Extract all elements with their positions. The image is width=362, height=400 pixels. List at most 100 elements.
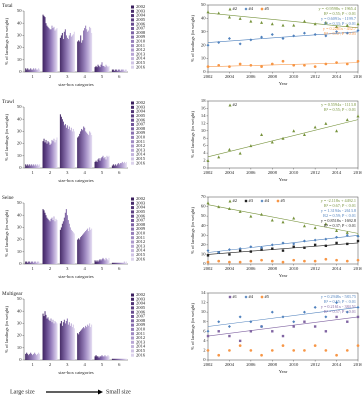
- point: [238, 339, 242, 343]
- y-tick-label: 0: [19, 261, 22, 266]
- bar: [89, 323, 91, 360]
- bar: [124, 69, 126, 72]
- x-tick-label: 2: [49, 362, 52, 367]
- bar: [116, 164, 118, 168]
- bar: [105, 257, 107, 264]
- point: [281, 241, 285, 245]
- bar: [35, 68, 37, 72]
- bar: [91, 135, 93, 168]
- point: [217, 205, 221, 209]
- bar: [39, 262, 41, 264]
- legend-swatch: [131, 61, 134, 65]
- point: [346, 242, 349, 246]
- bar: [49, 320, 51, 360]
- bar: [85, 231, 87, 264]
- bar: [42, 141, 44, 168]
- legend-swatch: [131, 240, 134, 244]
- point: [335, 353, 338, 357]
- bar: [27, 68, 29, 72]
- bar: [87, 133, 89, 168]
- point: [324, 62, 328, 66]
- bar: [61, 32, 63, 72]
- x-tick-label: 2012: [311, 74, 321, 79]
- bar: [106, 259, 108, 264]
- y-tick-label: 14: [201, 113, 206, 118]
- bar: [103, 356, 105, 360]
- y-tick-label: 20: [201, 242, 206, 247]
- bar: [101, 355, 103, 360]
- bar: [81, 329, 83, 360]
- x-tick-label: 2: [49, 266, 52, 271]
- point: [335, 241, 338, 245]
- bar: [66, 125, 68, 168]
- legend-label: #5: [265, 294, 270, 299]
- bar: [115, 358, 117, 360]
- point: [249, 320, 253, 324]
- bar: [94, 356, 96, 360]
- bar: [62, 39, 64, 72]
- bar: [79, 331, 81, 360]
- bar: [84, 328, 86, 360]
- point: [313, 243, 317, 247]
- bar: [51, 322, 53, 360]
- bar: [87, 324, 89, 360]
- bar: [50, 143, 52, 168]
- bar: [82, 40, 84, 72]
- legend-label: 2010: [136, 134, 146, 139]
- trend-line: [207, 62, 359, 67]
- bar: [102, 65, 104, 72]
- bar: [60, 35, 62, 72]
- point: [281, 59, 285, 63]
- legend-swatch: [131, 345, 134, 349]
- bar: [117, 262, 119, 264]
- legend-swatch: [131, 14, 134, 18]
- point: [281, 334, 285, 338]
- bar: [63, 31, 65, 73]
- bar: [107, 67, 109, 72]
- legend-swatch: [131, 127, 134, 131]
- legend-swatch: [131, 110, 134, 114]
- bar: [114, 358, 116, 360]
- bar: [81, 128, 83, 168]
- point: [335, 61, 338, 64]
- bar: [52, 141, 54, 168]
- bar: [65, 320, 67, 360]
- bar: [47, 26, 49, 72]
- y-tick-label: 2: [203, 158, 206, 163]
- legend-label: 2015: [136, 60, 146, 65]
- legend-label: 2003: [136, 200, 146, 205]
- point: [292, 34, 296, 38]
- bar: [53, 138, 55, 168]
- y-tick-label: 70: [201, 194, 206, 199]
- point: [356, 59, 360, 63]
- bar: [84, 232, 86, 264]
- y-tick-label: 6: [203, 143, 206, 148]
- x-tick-label: 6: [118, 74, 121, 79]
- point: [313, 125, 317, 129]
- x-tick-label: 2012: [311, 170, 321, 175]
- bar: [115, 262, 117, 264]
- point: [270, 310, 274, 314]
- bar: [114, 262, 116, 264]
- bar: [43, 138, 45, 168]
- bar: [61, 325, 63, 360]
- point: [356, 114, 360, 118]
- bar: [83, 30, 85, 72]
- bar: [100, 356, 102, 360]
- point: [217, 251, 221, 255]
- bar: [30, 68, 32, 72]
- point: [292, 63, 296, 67]
- bar: [124, 262, 126, 264]
- bar: [61, 119, 63, 168]
- point: [244, 199, 248, 203]
- bar: [118, 164, 120, 168]
- point: [335, 301, 339, 305]
- panel-title: Trawl: [2, 99, 15, 105]
- point: [244, 295, 248, 299]
- point: [335, 258, 338, 262]
- bar: [97, 261, 99, 264]
- bar: [56, 323, 58, 360]
- point: [217, 330, 220, 333]
- bar: [81, 235, 83, 264]
- bar: [60, 320, 62, 360]
